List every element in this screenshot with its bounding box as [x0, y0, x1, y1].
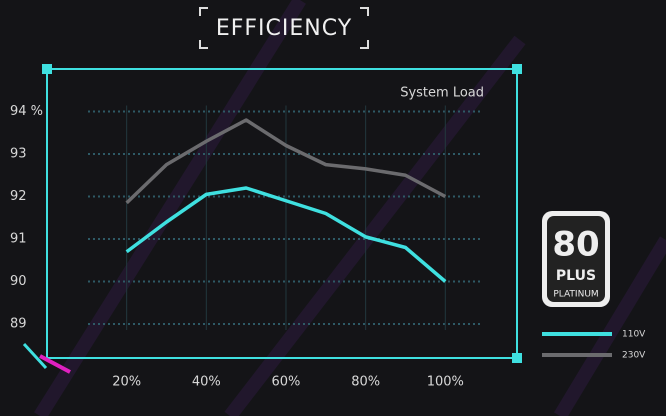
y-tick-label: 93 [10, 147, 27, 162]
chart-title: EFFICIENCY [216, 16, 352, 41]
y-tick-label: 90 [10, 274, 27, 289]
y-tick-label: 94 % [10, 104, 43, 119]
x-tick-label: 20% [112, 375, 141, 390]
logo-inner [547, 216, 605, 302]
x-tick-label: 60% [272, 375, 301, 390]
y-tick-label: 89 [10, 317, 27, 332]
plot-frame [46, 68, 518, 359]
legend-label: 230V [622, 351, 646, 361]
y-tick-label: 92 [10, 189, 27, 204]
y-tick-label: 91 [10, 232, 27, 247]
logo-grade: PLATINUM [553, 290, 598, 300]
series-line [125, 118, 447, 205]
logo: 80 PLUS PLATINUM [542, 211, 610, 307]
title-brackets [199, 7, 369, 49]
decor-slash [39, 354, 71, 374]
decor-slash [22, 342, 48, 370]
logo-number: 80 [552, 225, 599, 265]
logo-plus: PLUS [556, 268, 596, 284]
x-tick-label: 80% [351, 375, 380, 390]
annotation: System Load [400, 86, 484, 101]
frame-corners [42, 64, 522, 363]
x-tick-label: 100% [427, 375, 464, 390]
legend-label: 110V [622, 330, 646, 340]
series-line [125, 186, 447, 283]
x-tick-label: 40% [192, 375, 221, 390]
